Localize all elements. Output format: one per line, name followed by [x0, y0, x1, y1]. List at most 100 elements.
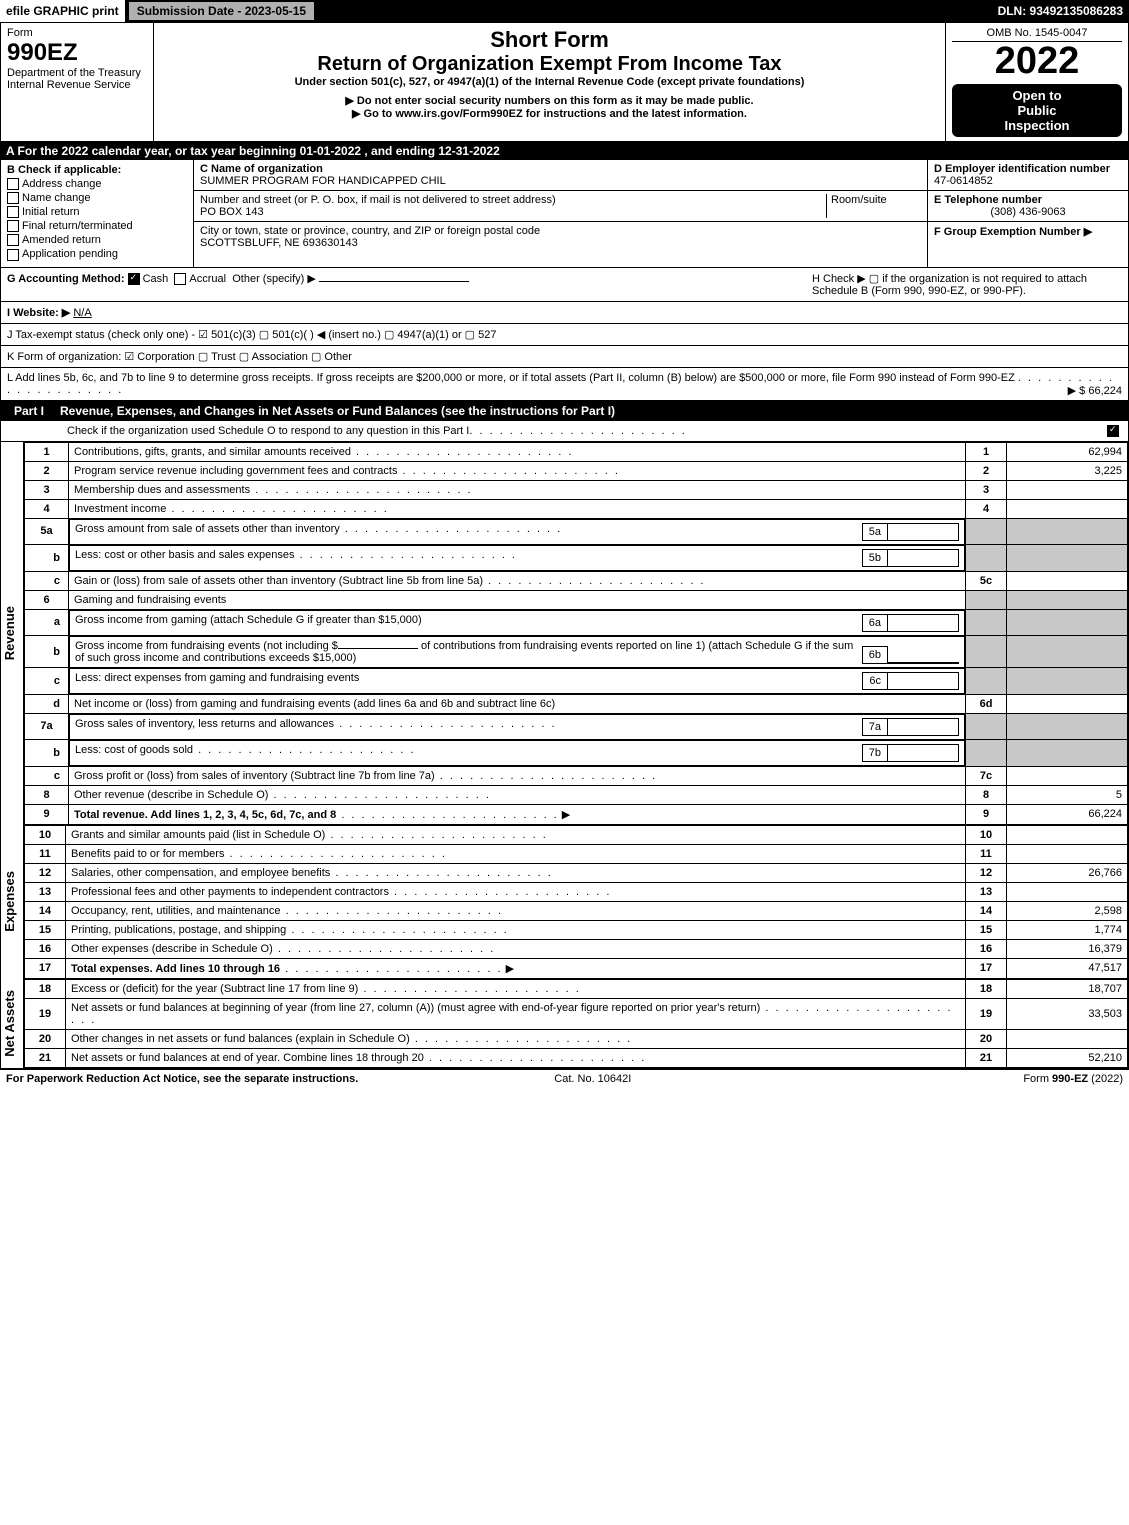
page-footer: For Paperwork Reduction Act Notice, see …: [0, 1069, 1129, 1088]
part1-header: Part I Revenue, Expenses, and Changes in…: [0, 401, 1129, 421]
return-title: Return of Organization Exempt From Incom…: [160, 53, 939, 76]
row-17: 17Total expenses. Add lines 10 through 1…: [25, 958, 1128, 978]
col-d: D Employer identification number 47-0614…: [927, 160, 1128, 267]
irs-label: Internal Revenue Service: [7, 79, 147, 91]
row-5c: cGain or (loss) from sale of assets othe…: [25, 571, 1128, 590]
line-j: J Tax-exempt status (check only one) - ☑…: [0, 324, 1129, 346]
col-b: B Check if applicable: Address change Na…: [1, 160, 194, 267]
label-initial: Initial return: [22, 206, 79, 218]
row-6a: aGross income from gaming (attach Schedu…: [25, 609, 1128, 636]
city-value: SCOTTSBLUFF, NE 693630143: [200, 237, 358, 249]
header-right: OMB No. 1545-0047 2022 Open to Public In…: [946, 23, 1128, 141]
line-g-h: G Accounting Method: Cash Accrual Other …: [0, 268, 1129, 302]
e-label: E Telephone number: [934, 194, 1042, 206]
line-i: I Website: ▶ N/A: [0, 302, 1129, 324]
chk-final-return[interactable]: Final return/terminated: [7, 220, 187, 232]
b-title: B Check if applicable:: [7, 164, 187, 176]
row-14: 14Occupancy, rent, utilities, and mainte…: [25, 901, 1128, 920]
row-6c: cLess: direct expenses from gaming and f…: [25, 668, 1128, 695]
row-13: 13Professional fees and other payments t…: [25, 882, 1128, 901]
efile-label: efile GRAPHIC print: [0, 0, 125, 22]
org-name: SUMMER PROGRAM FOR HANDICAPPED CHIL: [200, 175, 446, 187]
label-other-method: Other (specify) ▶: [232, 273, 316, 285]
revenue-side-label: Revenue: [1, 442, 24, 825]
line-g: G Accounting Method: Cash Accrual Other …: [7, 272, 804, 297]
street-label: Number and street (or P. O. box, if mail…: [200, 194, 556, 206]
c-name-block: C Name of organization SUMMER PROGRAM FO…: [194, 160, 927, 191]
row-9: 9Total revenue. Add lines 1, 2, 3, 4, 5c…: [25, 804, 1128, 824]
form-header: Form 990EZ Department of the Treasury In…: [0, 22, 1129, 142]
row-6b: bGross income from fundraising events (n…: [25, 636, 1128, 668]
city-label: City or town, state or province, country…: [200, 225, 540, 237]
line-k: K Form of organization: ☑ Corporation ▢ …: [0, 346, 1129, 368]
row-20: 20Other changes in net assets or fund ba…: [25, 1029, 1128, 1048]
label-final: Final return/terminated: [22, 220, 133, 232]
header-center: Short Form Return of Organization Exempt…: [154, 23, 946, 141]
dept-treasury: Department of the Treasury: [7, 67, 147, 79]
net-assets-side-label: Net Assets: [1, 979, 24, 1068]
row-11: 11Benefits paid to or for members11: [25, 844, 1128, 863]
label-pending: Application pending: [22, 248, 118, 260]
e-phone-block: E Telephone number (308) 436-9063: [928, 191, 1128, 222]
expenses-section: Expenses 10Grants and similar amounts pa…: [0, 825, 1129, 979]
d-ein-block: D Employer identification number 47-0614…: [928, 160, 1128, 191]
revenue-section: Revenue 1Contributions, gifts, grants, a…: [0, 442, 1129, 825]
chk-cash[interactable]: [128, 273, 140, 285]
street-value: PO BOX 143: [200, 206, 264, 218]
net-assets-section: Net Assets 18Excess or (deficit) for the…: [0, 979, 1129, 1069]
chk-application-pending[interactable]: Application pending: [7, 248, 187, 260]
tax-year: 2022: [952, 42, 1122, 80]
line-h: H Check ▶ ▢ if the organization is not r…: [804, 272, 1122, 297]
row-8: 8Other revenue (describe in Schedule O)8…: [25, 785, 1128, 804]
row-19: 19Net assets or fund balances at beginni…: [25, 998, 1128, 1029]
row-6: 6Gaming and fundraising events: [25, 590, 1128, 609]
chk-address-change[interactable]: Address change: [7, 178, 187, 190]
part1-subtitle: Check if the organization used Schedule …: [67, 425, 469, 437]
chk-name-change[interactable]: Name change: [7, 192, 187, 204]
dln: DLN: 93492135086283: [998, 4, 1129, 18]
revenue-table: 1Contributions, gifts, grants, and simil…: [24, 442, 1128, 825]
footer-center: Cat. No. 10642I: [554, 1073, 631, 1085]
row-10: 10Grants and similar amounts paid (list …: [25, 825, 1128, 844]
header-subtitle: Under section 501(c), 527, or 4947(a)(1)…: [160, 76, 939, 88]
form-word: Form: [7, 27, 147, 39]
footer-right: Form 990-EZ (2022): [1023, 1073, 1123, 1085]
footer-left: For Paperwork Reduction Act Notice, see …: [6, 1073, 358, 1085]
line-a: A For the 2022 calendar year, or tax yea…: [0, 142, 1129, 160]
row-4: 4Investment income4: [25, 499, 1128, 518]
chk-schedule-o[interactable]: [1107, 425, 1119, 437]
col-c: C Name of organization SUMMER PROGRAM FO…: [194, 160, 927, 267]
header-left: Form 990EZ Department of the Treasury In…: [1, 23, 154, 141]
label-name-change: Name change: [22, 192, 91, 204]
phone-value: (308) 436-9063: [934, 206, 1122, 218]
row-7a: 7aGross sales of inventory, less returns…: [25, 713, 1128, 740]
c-label: C Name of organization: [200, 163, 323, 175]
chk-initial-return[interactable]: Initial return: [7, 206, 187, 218]
row-3: 3Membership dues and assessments3: [25, 480, 1128, 499]
c-street-block: Number and street (or P. O. box, if mail…: [194, 191, 927, 222]
header-note2: ▶ Go to www.irs.gov/Form990EZ for instru…: [160, 107, 939, 120]
f-group-block: F Group Exemption Number ▶: [928, 222, 1128, 241]
row-18: 18Excess or (deficit) for the year (Subt…: [25, 979, 1128, 998]
chk-accrual[interactable]: [174, 273, 186, 285]
row-16: 16Other expenses (describe in Schedule O…: [25, 939, 1128, 958]
net-assets-table: 18Excess or (deficit) for the year (Subt…: [24, 979, 1128, 1068]
section-bcd: B Check if applicable: Address change Na…: [0, 160, 1129, 268]
f-label: F Group Exemption Number ▶: [934, 226, 1092, 238]
label-cash: Cash: [143, 273, 169, 285]
row-7b: bLess: cost of goods sold7b: [25, 740, 1128, 767]
expenses-side-label: Expenses: [1, 825, 24, 979]
chk-amended-return[interactable]: Amended return: [7, 234, 187, 246]
row-2: 2Program service revenue including gover…: [25, 461, 1128, 480]
d-label: D Employer identification number: [934, 163, 1110, 175]
row-5a: 5aGross amount from sale of assets other…: [25, 518, 1128, 545]
part1-title: Revenue, Expenses, and Changes in Net As…: [60, 404, 615, 418]
open-line2: Public: [956, 103, 1118, 118]
ein-value: 47-0614852: [934, 175, 993, 187]
part1-label: Part I: [6, 404, 52, 418]
form-number: 990EZ: [7, 39, 147, 67]
row-15: 15Printing, publications, postage, and s…: [25, 920, 1128, 939]
top-bar: efile GRAPHIC print Submission Date - 20…: [0, 0, 1129, 22]
line-l-amount: ▶ $ 66,224: [1068, 384, 1122, 397]
expenses-table: 10Grants and similar amounts paid (list …: [24, 825, 1128, 979]
